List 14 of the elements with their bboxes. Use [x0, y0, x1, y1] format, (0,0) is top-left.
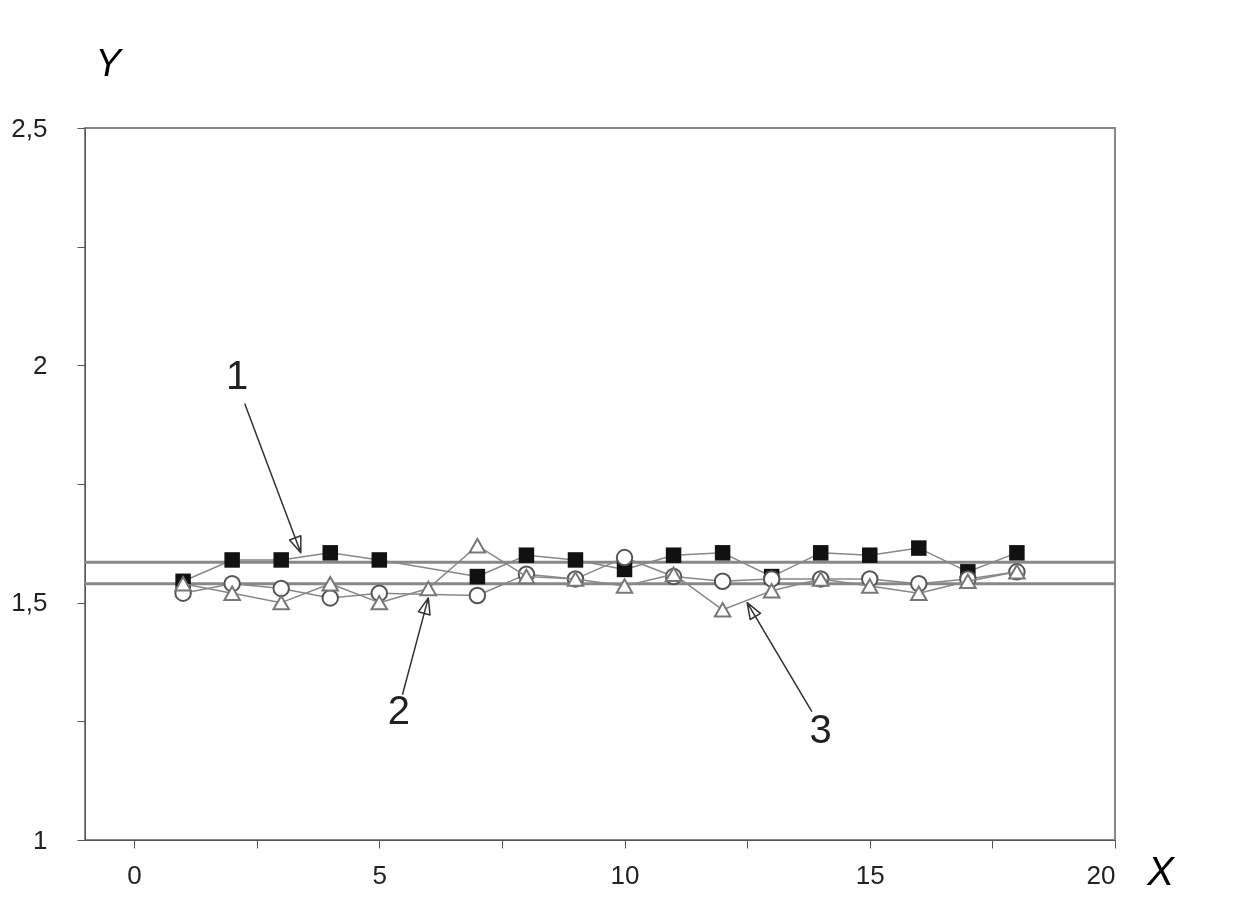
y-tick-label: 1,5 — [11, 587, 48, 618]
annotation: 3 — [809, 706, 832, 751]
y-tick-label: 2,5 — [11, 112, 48, 143]
x-tick-label: 5 — [372, 859, 388, 890]
x-tick-label: 10 — [610, 859, 640, 890]
y-tick-label: 2 — [33, 349, 48, 380]
y-tick-label: 1 — [33, 824, 48, 855]
x-tick-label: 0 — [127, 859, 142, 890]
x-axis-title: X — [1146, 848, 1176, 893]
y-axis-title: Y — [95, 41, 124, 84]
annotation: 2 — [387, 687, 411, 732]
x-tick-label: 20 — [1086, 859, 1116, 890]
annotation: 1 — [225, 353, 249, 398]
x-tick-label: 15 — [855, 859, 885, 890]
